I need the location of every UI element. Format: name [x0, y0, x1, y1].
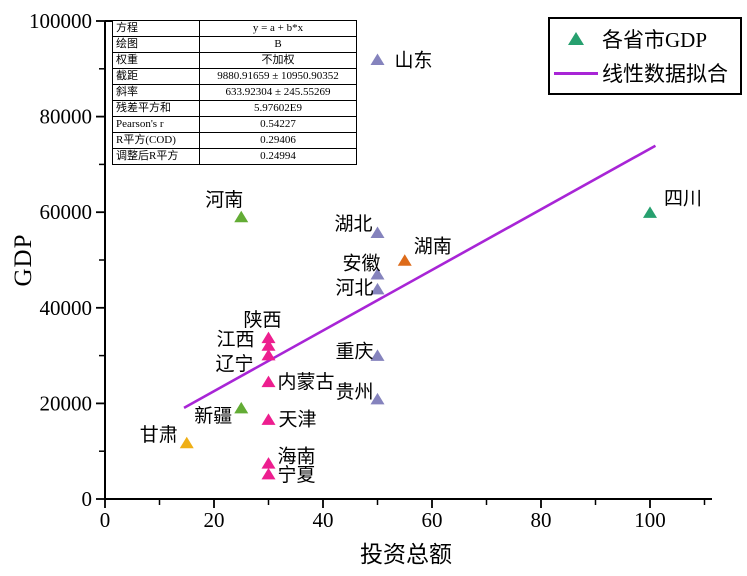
x-tick-label: 60: [422, 508, 443, 532]
scatter-point: [234, 210, 249, 223]
x-tick-label: 20: [204, 508, 225, 532]
scatter-point: [261, 413, 276, 425]
x-tick-label: 80: [531, 508, 552, 532]
point-label: 辽宁: [215, 353, 253, 375]
point-label: 贵州: [335, 381, 373, 403]
stats-value-cell: B: [199, 36, 357, 53]
stats-label-cell: 残差平方和: [112, 100, 200, 117]
stats-row: Pearson's r 0.54227: [112, 116, 357, 133]
scatter-point: [370, 268, 385, 280]
legend-label-fit: 线性数据拟合: [602, 62, 728, 87]
point-label: 湖南: [414, 236, 452, 258]
point-label: 宁夏: [278, 464, 316, 486]
x-tick-label: 40: [313, 508, 334, 532]
stats-value-cell: y = a + b*x: [199, 20, 357, 37]
scatter-point: [370, 53, 385, 65]
scatter-point: [643, 206, 657, 218]
scatter-point: [261, 339, 276, 351]
stats-label-cell: Pearson's r: [112, 116, 200, 133]
scatter-point: [261, 457, 276, 469]
scatter-point: [261, 467, 276, 480]
y-tick-label: 80000: [40, 105, 93, 129]
point-label: 天津: [279, 409, 317, 431]
x-tick-label: 100: [634, 508, 666, 532]
scatter-point: [261, 331, 276, 344]
legend-icon-cell: [550, 32, 602, 46]
stats-row: 权重 不加权: [112, 52, 357, 69]
legend: 各省市GDP 线性数据拟合: [548, 17, 742, 95]
stats-value-cell: 0.29406: [199, 132, 357, 149]
stats-value-cell: 不加权: [199, 52, 357, 69]
stats-row: 绘图 B: [112, 36, 357, 53]
stats-label-cell: R平方(COD): [112, 132, 200, 149]
scatter-point: [370, 226, 385, 238]
line-marker-icon: [554, 71, 598, 75]
stats-table: 方程 y = a + b*x 绘图 B 权重 不加权 截距 9880.91659 ± 1095…: [112, 20, 357, 165]
stats-value-cell: 0.54227: [199, 116, 357, 133]
scatter-point: [261, 348, 276, 361]
x-axis-title: 投资总额: [360, 542, 452, 567]
scatter-point: [370, 282, 385, 295]
point-label: 新疆: [194, 405, 232, 427]
y-tick-label: 100000: [29, 9, 92, 33]
scatter-point: [234, 401, 249, 414]
stats-label-cell: 斜率: [112, 84, 200, 101]
stats-row: 方程 y = a + b*x: [112, 20, 357, 37]
scatter-point: [370, 392, 385, 405]
y-tick-label: 0: [82, 487, 93, 511]
stats-row: R平方(COD) 0.29406: [112, 132, 357, 149]
x-tick-label: 0: [100, 508, 111, 532]
point-label: 河南: [205, 189, 243, 211]
stats-row: 调整后R平方 0.24994: [112, 148, 357, 165]
scatter-point: [397, 254, 412, 266]
y-axis-title: GDP: [10, 233, 37, 287]
point-label: 江西: [216, 329, 254, 351]
fit-stats-table: 方程 y = a + b*x 绘图 B 权重 不加权 截距 9880.91659 ± 1095…: [112, 20, 357, 165]
stats-label-cell: 调整后R平方: [112, 148, 200, 165]
point-label: 内蒙古: [278, 371, 335, 393]
fit-line: [183, 144, 657, 409]
scatter-point: [370, 349, 385, 361]
stats-value-cell: 0.24994: [199, 148, 357, 165]
stats-label-cell: 截距: [112, 68, 200, 85]
legend-icon-cell: [550, 71, 602, 75]
point-label: 四川: [664, 189, 702, 210]
y-tick-label: 20000: [40, 391, 93, 415]
stats-value-cell: 9880.91659 ± 10950.90352: [199, 68, 357, 85]
stats-row: 截距 9880.91659 ± 10950.90352: [112, 68, 357, 85]
y-tick-label: 60000: [40, 200, 93, 224]
stats-value-cell: 633.92304 ± 245.55269: [199, 84, 357, 101]
point-label: 海南: [278, 445, 316, 467]
scatter-point: [261, 375, 276, 388]
point-label: 安徽: [342, 252, 380, 274]
point-label: 湖北: [334, 213, 372, 235]
stats-row: 斜率 633.92304 ± 245.55269: [112, 84, 357, 101]
stats-label-cell: 方程: [112, 20, 200, 37]
legend-label-gdp: 各省市GDP: [602, 27, 708, 52]
legend-item-gdp: 各省市GDP: [550, 24, 740, 54]
point-label: 河北: [335, 277, 373, 299]
triangle-marker-icon: [568, 32, 584, 46]
y-tick-label: 40000: [40, 296, 93, 320]
point-label: 陕西: [243, 309, 281, 331]
stats-label-cell: 权重: [112, 52, 200, 69]
stats-value-cell: 5.97602E9: [199, 100, 357, 117]
point-label: 山东: [395, 50, 433, 72]
stats-label-cell: 绘图: [112, 36, 200, 53]
point-label: 重庆: [335, 341, 373, 363]
point-label: 甘肃: [140, 424, 178, 446]
scatter-point: [179, 436, 194, 449]
legend-item-fit: 线性数据拟合: [550, 58, 740, 88]
stats-row: 残差平方和 5.97602E9: [112, 100, 357, 117]
